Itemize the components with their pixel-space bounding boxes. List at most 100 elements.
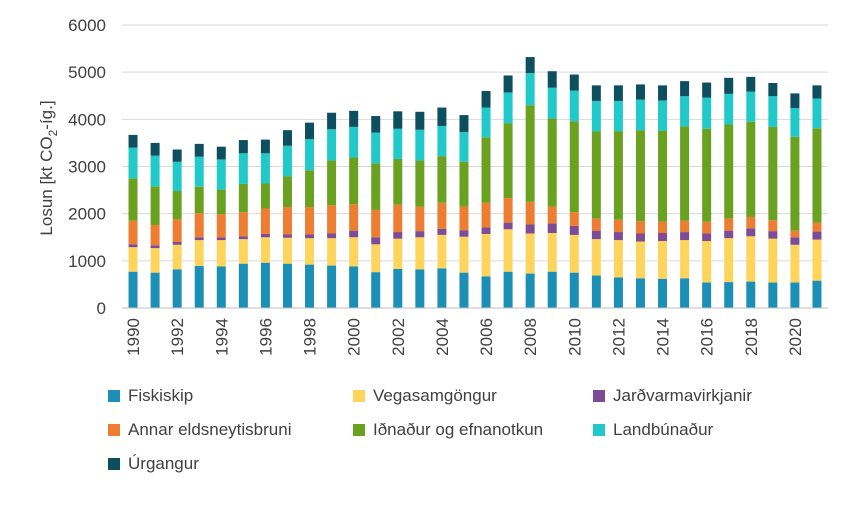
bar-segment — [658, 100, 668, 131]
bar-segment — [481, 227, 491, 234]
x-tick-label: 2008 — [521, 318, 540, 356]
bar-segment — [525, 57, 535, 74]
bar-stack-2011 — [591, 85, 601, 308]
x-tick-label: 2004 — [433, 318, 452, 356]
bar-segment — [327, 160, 337, 206]
bar-segment — [525, 105, 535, 202]
bar-segment — [172, 149, 182, 162]
y-tick-label: 1000 — [68, 252, 106, 271]
bar-segment — [349, 126, 359, 158]
bar-segment — [702, 82, 712, 98]
bar-segment — [503, 229, 513, 272]
x-tick-label: 2020 — [786, 318, 805, 356]
bar-stack-2001 — [371, 116, 381, 308]
bar-segment — [260, 237, 270, 263]
bar-segment — [547, 206, 557, 224]
bar-segment — [415, 237, 425, 270]
bar-segment — [437, 125, 447, 157]
bar-segment — [194, 186, 204, 214]
bar-segment — [481, 137, 491, 203]
bar-segment — [569, 234, 579, 273]
bar-segment — [503, 75, 513, 93]
bar-segment — [613, 277, 623, 308]
bar-stack-2020 — [790, 93, 800, 308]
bar-stack-1997 — [282, 130, 292, 308]
bar-segment — [282, 176, 292, 208]
bar-segment — [812, 280, 822, 308]
bar-segment — [702, 97, 712, 129]
bar-stack-2007 — [503, 75, 513, 308]
bar-segment — [702, 128, 712, 222]
bar-segment — [128, 244, 138, 248]
bar-segment — [724, 124, 734, 219]
bar-segment — [790, 93, 800, 109]
bar-stack-2003 — [415, 111, 425, 308]
bar-segment — [635, 221, 645, 234]
legend-item: Vegasamgöngur — [353, 386, 497, 406]
bar-segment — [327, 129, 337, 161]
bar-segment — [327, 238, 337, 266]
bar-segment — [371, 272, 381, 308]
x-tick-label: 1994 — [212, 318, 231, 356]
y-tick-label: 2000 — [68, 205, 106, 224]
bar-stack-1991 — [150, 142, 160, 308]
bar-segment — [724, 93, 734, 125]
bar-segment — [768, 231, 778, 239]
bar-segment — [459, 230, 469, 237]
bar-segment — [437, 156, 447, 203]
bar-segment — [702, 233, 712, 242]
bar-segment — [415, 160, 425, 207]
bar-segment — [216, 189, 226, 215]
bar-segment — [525, 273, 535, 308]
bar-segment — [238, 183, 248, 213]
bar-segment — [194, 156, 204, 187]
bar-segment — [437, 268, 447, 308]
bar-segment — [238, 140, 248, 154]
bar-segment — [327, 112, 337, 130]
legend-item: Fiskiskip — [108, 386, 193, 406]
bar-segment — [238, 239, 248, 264]
bar-segment — [591, 275, 601, 308]
x-tick-label: 2014 — [654, 318, 673, 356]
x-tick-label: 2000 — [345, 318, 364, 356]
x-tick-label: 2016 — [698, 318, 717, 356]
bar-segment — [194, 266, 204, 308]
bar-segment — [680, 126, 690, 221]
bar-segment — [459, 132, 469, 162]
bar-segment — [260, 153, 270, 184]
bar-segment — [635, 130, 645, 222]
bar-segment — [547, 233, 557, 272]
bar-segment — [172, 244, 182, 270]
bar-segment — [635, 84, 645, 100]
bar-segment — [812, 239, 822, 281]
bar-segment — [260, 262, 270, 308]
bar-segment — [282, 130, 292, 146]
bar-segment — [790, 136, 800, 231]
bar-segment — [305, 139, 315, 171]
bar-segment — [238, 236, 248, 240]
bar-segment — [415, 269, 425, 308]
bar-stack-1995 — [238, 140, 248, 308]
bar-stack-2019 — [768, 83, 778, 308]
legend-swatch — [108, 424, 120, 436]
bar-segment — [569, 121, 579, 213]
bar-segment — [724, 238, 734, 283]
x-tick-label: 1998 — [301, 318, 320, 356]
bar-segment — [260, 183, 270, 209]
bar-segment — [150, 245, 160, 249]
bar-segment — [613, 219, 623, 233]
bar-stack-2016 — [702, 82, 712, 308]
y-tick-label: 3000 — [68, 158, 106, 177]
bar-stack-2010 — [569, 74, 579, 308]
bar-segment — [702, 282, 712, 308]
bar-segment — [790, 244, 800, 283]
legend-label: Vegasamgöngur — [373, 386, 497, 405]
bar-segment — [481, 276, 491, 308]
bar-segment — [128, 247, 138, 272]
bar-segment — [393, 158, 403, 205]
bar-segment — [194, 240, 204, 267]
bar-stack-1993 — [194, 143, 204, 308]
bar-segment — [172, 161, 182, 192]
bar-segment — [216, 159, 226, 190]
bar-segment — [481, 107, 491, 138]
